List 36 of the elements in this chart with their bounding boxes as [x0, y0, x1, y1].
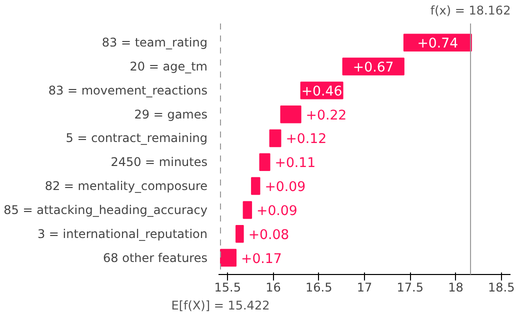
data-label: +0.09: [264, 180, 306, 196]
data-label: +0.67: [352, 60, 394, 76]
data-label: +0.74: [417, 36, 458, 52]
data-label: +0.09: [256, 204, 298, 219]
ref-line-label: f(x) = 18.162: [430, 4, 511, 18]
data-label: +0.11: [274, 156, 316, 172]
bar: [220, 248, 237, 267]
y-tick-label: 20 = age_tm: [130, 60, 208, 74]
bar: [236, 224, 244, 243]
bar: [259, 153, 270, 172]
bar: [280, 105, 302, 124]
y-tick-label: 3 = international_reputation: [37, 226, 208, 241]
bar: [251, 177, 260, 195]
data-label: +0.22: [306, 108, 347, 124]
y-tick-label: 85 = attacking_heading_accuracy: [4, 202, 208, 217]
x-tick-label: 17.5: [396, 280, 424, 294]
data-label: +0.46: [301, 84, 342, 100]
y-tick-label: 83 = movement_reactions: [48, 83, 208, 98]
ref-line-label: E[f(X)] = 15.422: [171, 298, 270, 312]
y-tick-label: 83 = team_rating: [102, 36, 208, 50]
y-tick-label: 68 other features: [103, 250, 208, 265]
x-tick-label: 18: [448, 280, 464, 294]
y-tick-label: 82 = mentality_composure: [44, 179, 208, 194]
y-tick-label: 5 = contract_remaining: [66, 131, 208, 146]
x-tick-label: 18.5: [488, 280, 515, 294]
bar: [242, 201, 252, 219]
data-label: +0.12: [286, 132, 327, 148]
x-tick-label: 15.5: [214, 280, 241, 294]
x-tick-label: 17: [356, 280, 372, 294]
y-tick-label: 2450 = minutes: [110, 155, 208, 170]
bar: [269, 129, 282, 148]
x-tick-label: 16.5: [306, 280, 332, 294]
y-tick-label: 29 = games: [134, 107, 208, 122]
data-label: +0.08: [248, 228, 290, 243]
x-tick-label: 16: [266, 280, 281, 294]
data-label: +0.17: [241, 252, 282, 267]
